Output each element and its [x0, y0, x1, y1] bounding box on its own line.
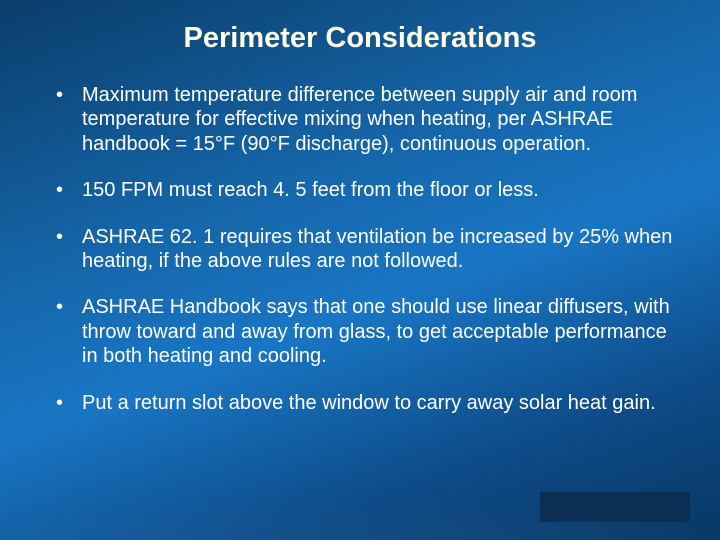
slide-title: Perimeter Considerations — [40, 22, 680, 55]
list-item: ASHRAE 62. 1 requires that ventilation b… — [40, 225, 680, 274]
list-item: Put a return slot above the window to ca… — [40, 391, 680, 415]
slide-container: Perimeter Considerations Maximum tempera… — [0, 0, 720, 540]
list-item: 150 FPM must reach 4. 5 feet from the fl… — [40, 178, 680, 202]
list-item: ASHRAE Handbook says that one should use… — [40, 295, 680, 368]
list-item: Maximum temperature difference between s… — [40, 83, 680, 156]
logo-placeholder — [540, 492, 690, 522]
bullet-list: Maximum temperature difference between s… — [40, 83, 680, 415]
